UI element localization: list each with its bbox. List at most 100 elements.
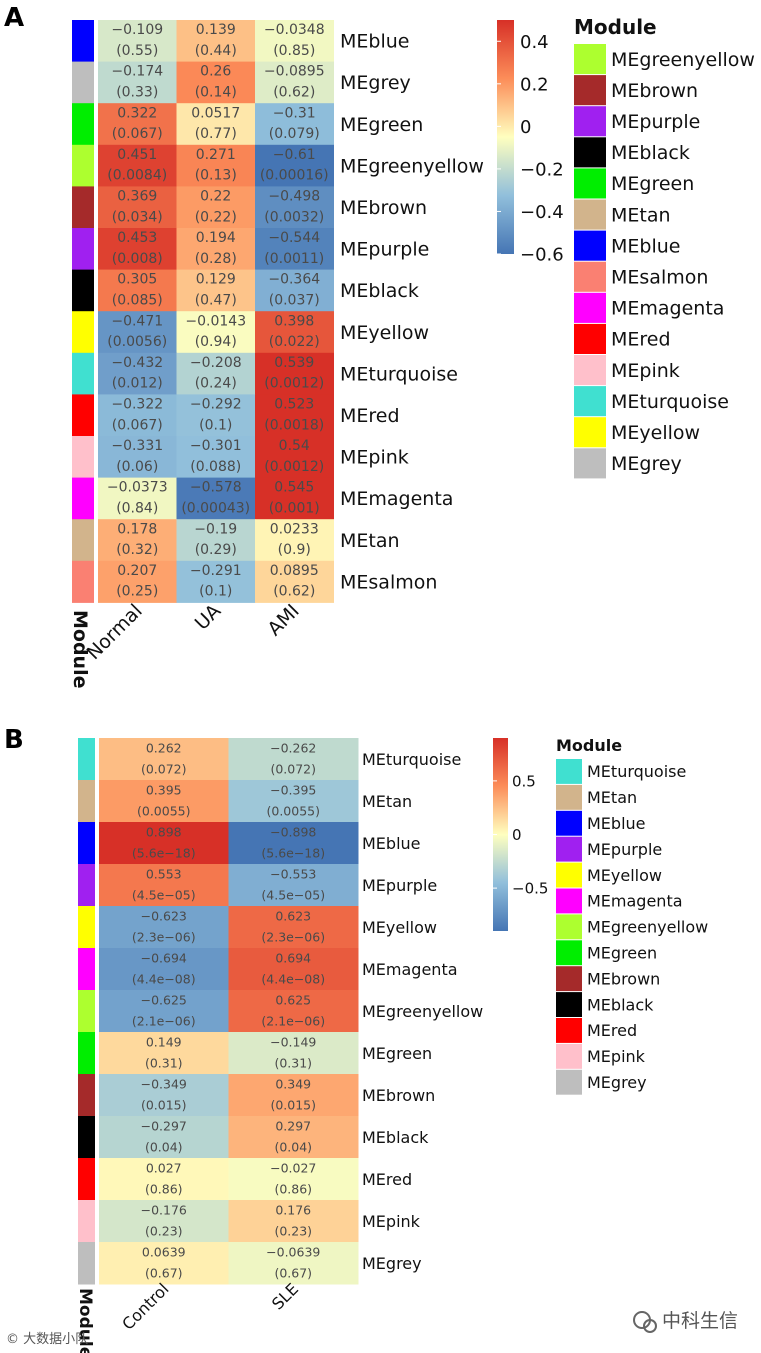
cell-pvalue-label: (0.85) — [273, 43, 315, 59]
heatmap-cell — [255, 269, 334, 312]
panel-b-column-labels: Control SLE — [118, 1279, 302, 1333]
panel-b: B 0.262 (0.072) −0.262 (0.072) 0.395 (0.0055)… — [4, 725, 708, 1353]
cell-value-label: −0.262 — [270, 740, 316, 755]
legend-swatch-megreen — [556, 940, 582, 966]
cell-value-label: −0.331 — [111, 438, 163, 454]
legend-label-meturquoise: MEturquoise — [611, 391, 729, 413]
module-swatch-memagenta — [72, 477, 94, 520]
colorbar-tick-label: 0 — [520, 117, 531, 138]
cell-pvalue-label: (0.0084) — [107, 168, 167, 184]
cell-pvalue-label: (0.034) — [112, 209, 163, 225]
panel-b-legend: MEturquoise MEtan MEblue MEpurple MEyellow ME… — [556, 759, 708, 1095]
cell-pvalue-label: (2.3e−06) — [261, 929, 325, 944]
cell-pvalue-label: (0.24) — [195, 376, 237, 392]
panel-a-row-labels: MEblue MEgrey MEgreen MEgreenyellow MEbrown M… — [340, 31, 484, 594]
legend-swatch-mebrown — [556, 966, 582, 992]
cell-pvalue-label: (4.5e−05) — [261, 887, 325, 902]
module-swatch-mepink — [78, 1200, 95, 1243]
legend-label-megreenyellow: MEgreenyellow — [587, 918, 708, 937]
module-swatch-meyellow — [72, 311, 94, 354]
heatmap-cell — [98, 61, 177, 104]
panel-a: A −0.109(0.55)0.139(0.44)−0.0348(0.85)−0… — [4, 3, 755, 689]
heatmap-cell — [98, 519, 177, 562]
cell-pvalue-label: (0.23) — [274, 1223, 312, 1238]
cell-pvalue-label: (0.008) — [112, 251, 163, 267]
cell-value-label: −0.349 — [141, 1076, 187, 1091]
cell-value-label: 0.395 — [146, 782, 182, 797]
cell-pvalue-label: (0.0018) — [264, 417, 324, 433]
module-swatch-megreen — [78, 1032, 95, 1075]
heatmap-cell — [176, 20, 256, 63]
column-label-ua: UA — [191, 600, 226, 635]
panel-b-row-labels: MEturquoise MEtan MEblue MEpurple MEyellow ME… — [362, 750, 483, 1273]
cell-pvalue-label: (0.86) — [145, 1181, 183, 1196]
cell-value-label: −0.625 — [141, 992, 187, 1007]
cell-value-label: −0.0143 — [185, 313, 246, 329]
cell-value-label: −0.364 — [268, 272, 320, 288]
cell-value-label: 0.545 — [274, 480, 314, 496]
row-label-mebrown: MEbrown — [340, 197, 427, 219]
heatmap-cell — [98, 352, 177, 395]
heatmap-cell — [228, 1032, 359, 1075]
cell-value-label: 0.322 — [117, 105, 157, 121]
module-swatch-mesalmon — [72, 560, 94, 603]
module-swatch-meturquoise — [72, 352, 94, 395]
legend-swatch-meblue — [574, 230, 606, 261]
row-label-megreen: MEgreen — [362, 1044, 432, 1063]
watermark-right-text: 中科生信 — [662, 1310, 738, 1332]
cell-value-label: 0.553 — [146, 866, 182, 881]
cell-value-label: −0.0348 — [264, 22, 325, 38]
heatmap-cell — [98, 269, 177, 312]
row-label-meblue: MEblue — [340, 31, 409, 53]
heatmap-cell — [255, 144, 334, 187]
heatmap-cell — [176, 477, 256, 520]
colorbar-tick-label: 0.5 — [512, 772, 536, 790]
watermark-left: © 大数据小队 — [6, 1332, 88, 1347]
row-label-mepurple: MEpurple — [340, 239, 429, 261]
module-swatch-meblue — [72, 20, 94, 63]
cell-pvalue-label: (0.015) — [270, 1097, 316, 1112]
cell-value-label: 0.369 — [117, 189, 157, 205]
cell-value-label: −0.395 — [270, 782, 316, 797]
row-label-megrey: MEgrey — [340, 72, 411, 94]
cell-value-label: −0.291 — [190, 563, 242, 579]
heatmap-cell — [99, 1032, 229, 1075]
heatmap-cell — [228, 738, 359, 781]
colorbar-tick-label: 0.2 — [520, 74, 549, 95]
heatmap-cell — [98, 560, 177, 603]
panel-a-colorbar — [497, 20, 514, 254]
colorbar-tick-label: 0.4 — [520, 32, 549, 53]
row-label-mepurple: MEpurple — [362, 876, 437, 895]
row-label-megrey: MEgrey — [362, 1254, 422, 1273]
cell-pvalue-label: (0.29) — [195, 542, 237, 558]
heatmap-cell — [176, 519, 256, 562]
cell-pvalue-label: (0.04) — [274, 1139, 312, 1154]
cell-value-label: 0.027 — [146, 1160, 182, 1175]
heatmap-cell — [98, 186, 177, 229]
cell-pvalue-label: (0.62) — [273, 584, 315, 600]
legend-label-meblack: MEblack — [611, 142, 690, 164]
module-swatch-megreen — [72, 103, 94, 146]
row-label-meyellow: MEyellow — [362, 918, 437, 937]
legend-label-mesalmon: MEsalmon — [611, 267, 708, 289]
panel-b-colorbar — [493, 738, 508, 931]
cell-pvalue-label: (0.015) — [141, 1097, 187, 1112]
legend-swatch-mepurple — [574, 106, 606, 137]
row-label-metan: MEtan — [362, 792, 412, 811]
cell-pvalue-label: (4.4e−08) — [261, 971, 325, 986]
cell-pvalue-label: (0.1) — [199, 584, 232, 600]
colorbar-tick-label: −0.2 — [520, 159, 564, 180]
cell-value-label: 0.194 — [196, 230, 236, 246]
module-swatch-mebrown — [78, 1074, 95, 1117]
colorbar-tick-label: −0.6 — [520, 244, 564, 265]
column-label-sle: SLE — [268, 1279, 302, 1313]
heatmap-cell — [255, 477, 334, 520]
legend-swatch-meturquoise — [574, 386, 606, 417]
cell-value-label: 0.207 — [117, 563, 157, 579]
watermark-right: 中科生信 — [633, 1310, 738, 1333]
cell-pvalue-label: (0.77) — [195, 126, 237, 142]
heatmap-cell — [228, 990, 359, 1033]
panel-a-colorbar-ticks: 0.4 0.2 0 −0.2 −0.4 −0.6 — [497, 32, 564, 265]
cell-pvalue-label: (0.0012) — [264, 459, 324, 475]
cell-pvalue-label: (2.3e−06) — [132, 929, 196, 944]
